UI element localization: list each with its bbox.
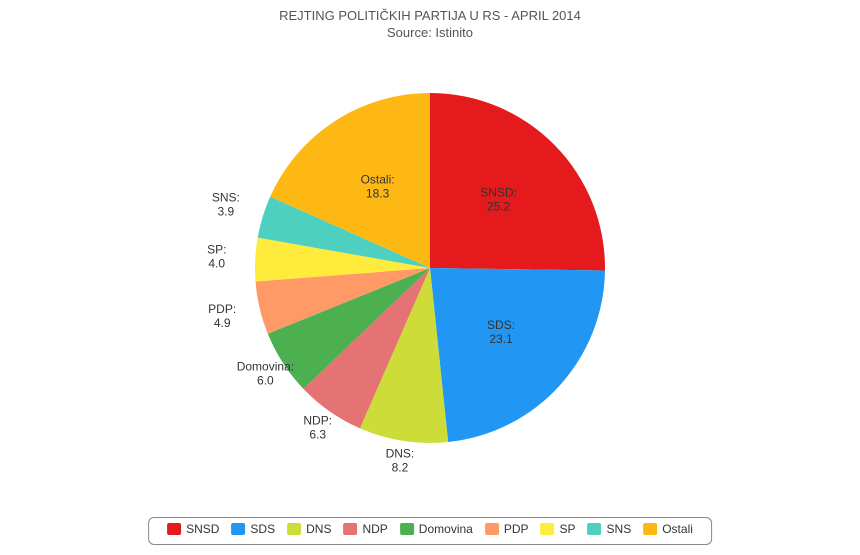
legend-label: SP [560,522,576,536]
legend-label: SNSD [186,522,219,536]
slice-label-name: PDP: [208,301,236,315]
slice-label-value: 8.2 [392,460,409,474]
pie-slice-snsd [430,93,605,270]
slice-label-value: 18.3 [366,186,390,200]
slice-label-name: Ostali: [361,172,395,186]
slice-label-name: DNS: [386,446,415,460]
legend-label: NDP [362,522,387,536]
slice-label-name: SNS: [212,190,240,204]
legend-label: SDS [250,522,275,536]
pie-chart: SNSD:25.2 SDS:23.1 DNS:8.2 NDP:6.3 Domovina:… [180,18,680,518]
legend-item-ostali: Ostali [643,522,693,536]
legend-swatch [231,523,245,535]
legend-item-sp: SP [541,522,576,536]
legend-swatch [343,523,357,535]
legend-swatch [167,523,181,535]
slice-label-name: SP: [207,242,226,256]
slice-label-value: 25.2 [487,199,511,213]
legend-swatch [643,523,657,535]
legend-item-pdp: PDP [485,522,529,536]
chart-container: REJTING POLITIČKIH PARTIJA U RS - APRIL … [0,0,860,555]
slice-label-name: Domovina: [237,359,294,373]
legend-swatch [588,523,602,535]
slice-label-value: 6.3 [309,427,326,441]
slice-label-value: 4.0 [208,256,225,270]
legend-label: SNS [607,522,632,536]
legend: SNSD SDS DNS NDP Domovina PDP SP SNS Ostali [148,517,712,545]
legend-swatch [400,523,414,535]
slice-label-name: SDS: [487,317,515,331]
slice-label-value: 3.9 [218,204,235,218]
pie-slice-sds [430,268,605,442]
legend-item-sns: SNS [588,522,632,536]
legend-item-domovina: Domovina [400,522,473,536]
legend-label: DNS [306,522,331,536]
slice-label-value: 6.0 [257,373,274,387]
legend-swatch [485,523,499,535]
legend-item-sds: SDS [231,522,275,536]
slice-label-value: 4.9 [214,315,231,329]
slice-label-value: 23.1 [489,331,513,345]
legend-item-snsd: SNSD [167,522,219,536]
legend-label: Domovina [419,522,473,536]
legend-item-dns: DNS [287,522,331,536]
legend-swatch [541,523,555,535]
legend-item-ndp: NDP [343,522,387,536]
legend-swatch [287,523,301,535]
legend-label: PDP [504,522,529,536]
slice-label-name: SNSD: [480,185,517,199]
slice-label-name: NDP: [303,413,332,427]
legend-label: Ostali [662,522,693,536]
